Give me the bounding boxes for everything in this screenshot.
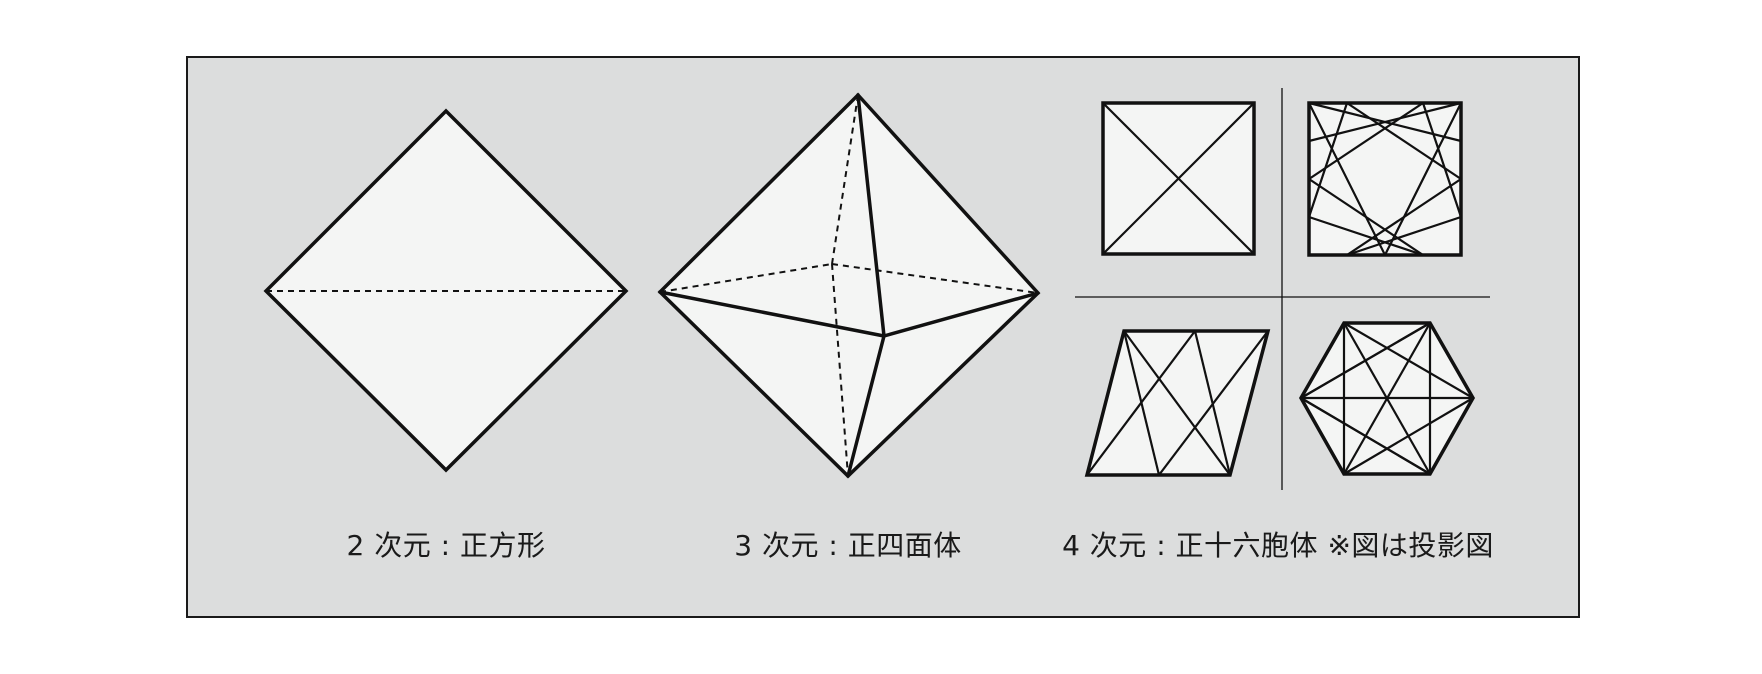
hexadecachoron-figure (1075, 88, 1490, 490)
tetrahedron-hidden-edges (659, 94, 1039, 477)
label-tetrahedron: 3 次元 : 正四面体 (734, 529, 962, 562)
projection-parallelogram (1084, 329, 1271, 477)
projection-square-star (1307, 101, 1463, 257)
tetrahedron-front-edges (658, 93, 1040, 478)
tetrahedron-figure (657, 92, 1041, 479)
label-hexadecachoron: 4 次元 : 正十六胞体 ※図は投影図 (1062, 529, 1494, 562)
label-square: 2 次元 : 正方形 (346, 529, 546, 562)
projection-hexagon (1298, 321, 1476, 476)
square-figure (263, 108, 629, 473)
projection-square-x (1101, 101, 1256, 256)
